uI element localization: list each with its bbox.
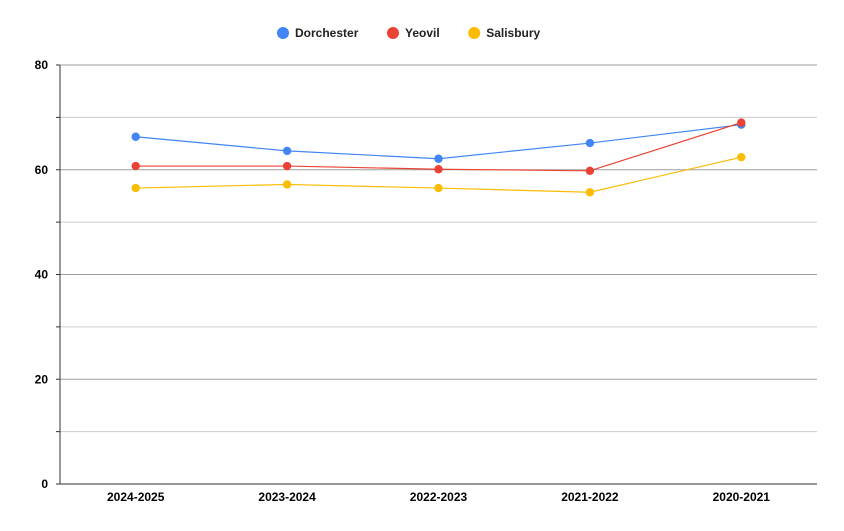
series-line-dorchester <box>135 124 742 160</box>
data-point-yeovil <box>434 165 443 174</box>
legend-swatch <box>468 27 481 39</box>
data-point-dorchester <box>282 146 292 156</box>
series-yeovil <box>131 118 746 175</box>
legend-item-yeovil: Yeovil <box>387 26 440 40</box>
legend-swatch <box>387 27 399 39</box>
y-tick-label: 60 <box>35 163 49 177</box>
x-tick-label: 2024-2025 <box>107 490 165 504</box>
legend-label: Salisbury <box>486 26 540 40</box>
data-point-yeovil <box>585 166 595 175</box>
data-point-salisbury <box>585 188 595 197</box>
legend-swatch <box>277 27 289 39</box>
legend-item-salisbury: Salisbury <box>468 26 541 40</box>
grid-lines <box>60 64 817 433</box>
data-point-dorchester <box>585 138 595 148</box>
x-tick-label: 2022-2023 <box>410 490 468 504</box>
x-tick-label: 2021-2022 <box>561 490 619 504</box>
legend-label: Yeovil <box>405 26 440 40</box>
data-point-yeovil <box>737 118 746 127</box>
legend-label: Dorchester <box>295 26 359 40</box>
series-lines <box>131 118 746 197</box>
data-point-dorchester <box>434 154 443 163</box>
data-point-yeovil <box>282 161 292 171</box>
data-point-salisbury <box>434 183 443 193</box>
y-tick-label: 80 <box>35 58 49 72</box>
series-dorchester <box>131 120 746 163</box>
data-point-salisbury <box>282 180 292 189</box>
legend: Dorchester Yeovil Salisbury <box>277 26 541 40</box>
data-point-yeovil <box>131 161 140 171</box>
y-tick-label: 0 <box>41 477 48 491</box>
data-point-dorchester <box>131 132 140 141</box>
axes: 0 20 40 60 80 2024-2025 2023-2024 2022-2023 2021… <box>35 58 817 504</box>
legend-item-dorchester: Dorchester <box>277 26 359 40</box>
x-tick-label: 2020-2021 <box>713 490 771 504</box>
x-tick-label: 2023-2024 <box>258 490 316 504</box>
y-tick-label: 40 <box>35 268 49 282</box>
y-tick-label: 20 <box>35 372 49 386</box>
data-point-salisbury <box>131 183 140 193</box>
series-salisbury <box>131 152 746 197</box>
data-point-salisbury <box>737 152 746 162</box>
series-line-yeovil <box>135 122 742 172</box>
